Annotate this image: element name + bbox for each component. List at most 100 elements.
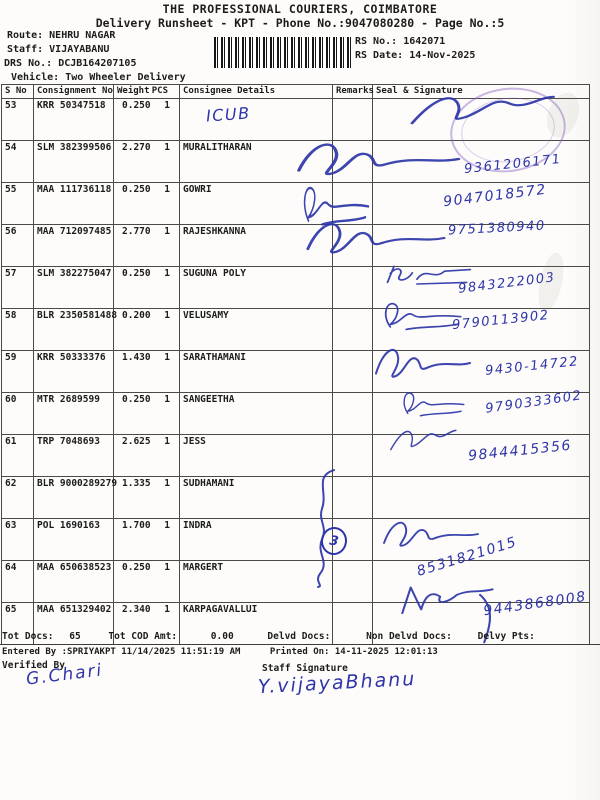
- cell-consignee: RAJESHKANNA: [179, 224, 333, 267]
- cell-seal-signature: [372, 182, 590, 225]
- cell-consignment: MTR 2689599: [33, 392, 114, 435]
- weight-value: 0.250: [122, 100, 151, 111]
- weight-value: 1.700: [122, 520, 151, 531]
- drs-line: DRS No.: DCJB164207105: [4, 58, 136, 69]
- cell-remarks: [332, 182, 373, 225]
- tot-cod-value: 0.00: [210, 631, 234, 642]
- staff-signature-label: Staff Signature: [262, 663, 348, 674]
- cell-sno: 58: [1, 308, 34, 351]
- cell-remarks: [332, 392, 373, 435]
- delvy-pts-label: Delvy Pts:: [477, 631, 535, 642]
- weight-value: 0.250: [122, 268, 151, 279]
- table-row: 56 MAA 712097485 2.770 1 RAJESHKANNA: [1, 224, 590, 267]
- cell-consignment: POL 1690163: [33, 518, 114, 561]
- cell-seal-signature: [372, 476, 590, 519]
- cell-consignee: GOWRI: [179, 182, 333, 225]
- cell-seal-signature: [372, 518, 590, 561]
- cell-seal-signature: [372, 308, 590, 351]
- header-consignment: Consignment No: [33, 84, 114, 99]
- cell-seal-signature: [372, 350, 590, 393]
- tot-docs-value: 65: [69, 631, 81, 642]
- drs-label: DRS No.:: [4, 58, 53, 69]
- cell-consignment: BLR 2350581488: [33, 308, 117, 351]
- cell-remarks: [332, 602, 373, 645]
- cell-consignment: KRR 50347518: [33, 98, 114, 141]
- consignment-table: S No Consignment No Weight PCS Consignee…: [1, 84, 590, 645]
- printed-on-text: Printed On: 14-11-2025 12:01:13: [269, 647, 438, 657]
- cell-weight-pcs: 0.250 1: [113, 392, 180, 435]
- totals-line: Tot Docs: 65 Tot COD Amt: 0.00 Delvd Doc…: [2, 631, 535, 642]
- pcs-value: 1: [164, 226, 170, 237]
- pcs-value: 1: [164, 310, 170, 321]
- cell-sno: 57: [1, 266, 34, 309]
- cell-consignment: KRR 50333376: [33, 350, 114, 393]
- footer-divider: [0, 644, 600, 645]
- table-body: 53 KRR 50347518 0.250 1 54 SLM 382399506 2.270…: [1, 98, 590, 645]
- table-row: 62 BLR 9000289279 1.335 1 SUDHAMANI: [1, 476, 590, 519]
- weight-value: 2.340: [122, 604, 151, 615]
- table-row: 57 SLM 382275047 0.250 1 SUGUNA POLY: [1, 266, 590, 309]
- weight-value: 1.335: [122, 478, 151, 489]
- cell-consignee: MARGERT: [179, 560, 333, 603]
- weight-value: 0.250: [122, 184, 151, 195]
- cell-remarks: [332, 476, 373, 519]
- cell-remarks: [332, 140, 373, 183]
- entered-printed-line: Entered By :SPRIYAKPT 11/14/2025 11:51:1…: [2, 647, 438, 657]
- cell-remarks: [332, 434, 373, 477]
- runsheet-subtitle: Delivery Runsheet - KPT - Phone No.:9047…: [95, 16, 505, 30]
- cell-consignment: SLM 382275047: [33, 266, 114, 309]
- cell-seal-signature: [372, 560, 590, 603]
- header-sno: S No: [1, 84, 34, 99]
- header-remarks: Remarks: [332, 84, 374, 99]
- cell-weight-pcs: 0.250 1: [113, 560, 180, 603]
- drs-value: DCJB164207105: [58, 58, 137, 69]
- vehicle-line: Vehicle: Two Wheeler Delivery: [11, 72, 186, 83]
- pcs-value: 1: [164, 478, 170, 489]
- rs-date-value: 14-Nov-2025: [409, 50, 476, 61]
- rs-date-label: RS Date:: [355, 50, 404, 61]
- pcs-value: 1: [164, 394, 170, 405]
- cell-remarks: [332, 350, 373, 393]
- cell-sno: 55: [1, 182, 34, 225]
- cell-weight-pcs: 0.250 1: [113, 98, 180, 141]
- weight-value: 2.770: [122, 226, 151, 237]
- rs-date-line: RS Date: 14-Nov-2025: [355, 50, 475, 61]
- cell-sno: 61: [1, 434, 34, 477]
- rs-no-label: RS No.:: [355, 36, 398, 47]
- pcs-value: 1: [164, 184, 170, 195]
- cell-remarks: [332, 98, 373, 141]
- cell-weight-pcs: 1.700 1: [113, 518, 180, 561]
- cell-sno: 64: [1, 560, 34, 603]
- cell-consignee: KARPAGAVALLUI: [179, 602, 333, 645]
- route-label: Route:: [7, 30, 44, 41]
- pcs-value: 1: [164, 604, 170, 615]
- table-row: 63 POL 1690163 1.700 1 INDRA: [1, 518, 590, 561]
- cell-consignee: JESS: [179, 434, 333, 477]
- cell-consignment: TRP 7048693: [33, 434, 114, 477]
- weight-value: 2.270: [122, 142, 151, 153]
- delvd-docs-label: Delvd Docs:: [267, 631, 331, 642]
- cell-sno: 53: [1, 98, 34, 141]
- cell-consignee: SARATHAMANI: [179, 350, 333, 393]
- rs-no-value: 1642071: [403, 36, 446, 47]
- cell-remarks: [332, 518, 373, 561]
- weight-value: 0.200: [122, 310, 151, 321]
- cell-consignee: SANGEETHA: [179, 392, 333, 435]
- non-delvd-docs-label: Non Delvd Docs:: [366, 631, 452, 642]
- cell-sno: 65: [1, 602, 34, 645]
- cell-weight-pcs: 0.250 1: [113, 182, 180, 225]
- table-row: 60 MTR 2689599 0.250 1 SANGEETHA: [1, 392, 590, 435]
- cell-sno: 63: [1, 518, 34, 561]
- pcs-value: 1: [164, 520, 170, 531]
- route-value: NEHRU NAGAR: [49, 30, 116, 41]
- cell-consignee: SUDHAMANI: [179, 476, 333, 519]
- cell-weight-pcs: 1.430 1: [113, 350, 180, 393]
- cell-weight-pcs: 0.250 1: [113, 266, 180, 309]
- cell-consignee: INDRA: [179, 518, 333, 561]
- cell-consignment: MAA 650638523: [33, 560, 114, 603]
- pcs-value: 1: [164, 268, 170, 279]
- cell-consignee: VELUSAMY: [179, 308, 333, 351]
- cell-sno: 62: [1, 476, 34, 519]
- table-row: 55 MAA 111736118 0.250 1 GOWRI: [1, 182, 590, 225]
